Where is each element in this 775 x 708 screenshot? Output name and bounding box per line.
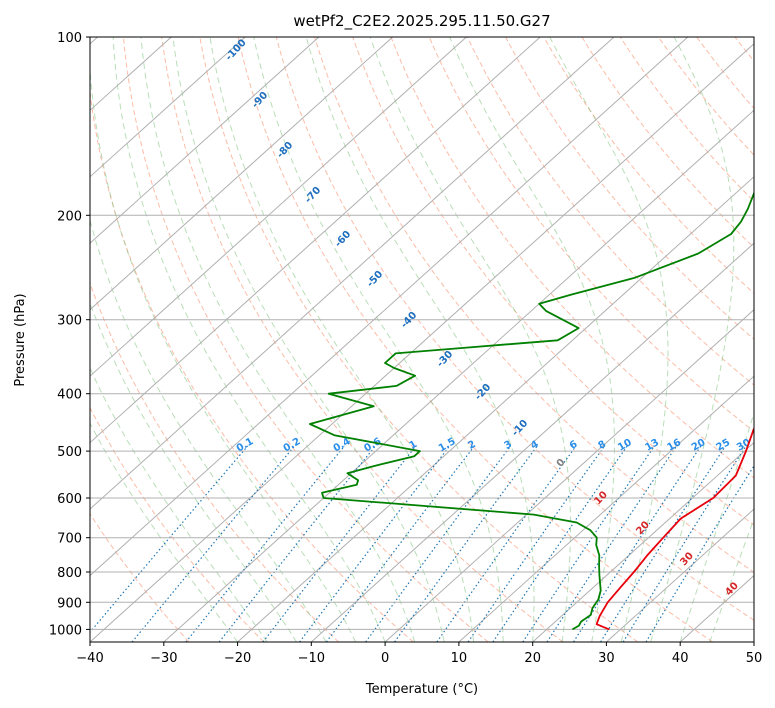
moist-adiabat-line (549, 37, 669, 642)
moist-adiabat-line (305, 37, 535, 642)
dry-adiabat-line (199, 37, 639, 642)
mixing-ratio-label: 6 (568, 439, 580, 452)
dry-adiabat-line (90, 88, 414, 642)
isotherm-line (90, 37, 394, 311)
mixing-ratio-line (131, 445, 296, 642)
moist-adiabat-line (112, 37, 386, 642)
y-tick-label: 500 (57, 445, 82, 460)
isotherm-line (90, 37, 467, 377)
isotherm-line (90, 37, 541, 444)
mixing-ratio-line (546, 445, 678, 642)
dry-adiabat-line (352, 37, 754, 526)
mixing-ratio-line (572, 445, 702, 642)
isotherm-line (163, 109, 754, 642)
isotherm-line (384, 309, 754, 642)
isotherm-line (310, 242, 754, 642)
temperature-profile-line (595, 426, 754, 631)
x-tick-label: 0 (381, 651, 389, 666)
moist-adiabat-line (90, 64, 357, 642)
mixing-ratio-line (522, 445, 656, 642)
y-tick-label: 700 (57, 532, 82, 547)
isotherm-line (90, 37, 320, 244)
axes: −40 −30 −20 −10 0 10 20 30 40 50 100 200 300 400 500 60… (49, 31, 762, 666)
moist-adiabat-line (172, 37, 445, 642)
y-tick-label: 1000 (49, 623, 82, 638)
mixing-ratio-line (299, 445, 451, 642)
moist-adiabat-line (253, 37, 504, 642)
x-tick-label: −30 (150, 651, 177, 666)
moist-adiabat-line (90, 366, 268, 642)
isotherm-line (532, 441, 754, 642)
isotherm-line (90, 37, 689, 577)
y-tick-label: 100 (57, 31, 82, 46)
dry-adiabat-line (90, 281, 339, 642)
isotherm-line (90, 37, 246, 178)
x-tick-label: 40 (672, 651, 689, 666)
moist-adiabat-line (650, 37, 735, 642)
dry-adiabat-line (619, 37, 754, 203)
y-tick-label: 400 (57, 388, 82, 403)
dry-adiabat-line (428, 37, 754, 432)
y-tick-label: 300 (57, 314, 82, 329)
chart-title: wetPf2_C2E2.2025.295.11.50.G27 (293, 12, 550, 31)
y-tick-label: 600 (57, 492, 82, 507)
x-axis-label: Temperature (°C) (365, 682, 478, 697)
isotherm-line (90, 43, 754, 642)
y-tick-label: 800 (57, 566, 82, 581)
dry-adiabat-line (161, 37, 564, 642)
dry-adiabat-line (123, 37, 489, 642)
moist-adiabat-line (679, 411, 754, 642)
x-tick-label: −20 (224, 651, 251, 666)
plot-frame (89, 36, 755, 643)
moist-adiabat-line (709, 517, 754, 642)
x-tick-label: −10 (298, 651, 325, 666)
moist-adiabat-line (90, 422, 238, 642)
dry-adiabat-line (390, 37, 754, 479)
mixing-ratio-line (90, 445, 249, 634)
mixing-ratio-label: 1 (408, 439, 420, 452)
x-tick-label: 50 (746, 651, 763, 666)
dry-adiabat-line (314, 37, 754, 573)
mixing-ratio-label: 3 (502, 439, 514, 452)
mixing-ratio-label: 8 (596, 439, 608, 452)
isotherm-line (458, 375, 754, 642)
moist-adiabat-line (90, 218, 327, 642)
mixing-ratio-line (394, 445, 538, 642)
x-tick-label: 10 (451, 651, 468, 666)
mixing-ratio-line (365, 445, 512, 642)
dry-adiabat-line (466, 37, 754, 386)
y-axis-label: Pressure (hPa) (13, 293, 28, 386)
moist-adiabat-line (369, 37, 571, 642)
isotherm-line (237, 176, 754, 642)
dewpoint-profile-line (309, 190, 754, 631)
y-tick-label: 900 (57, 596, 82, 611)
mixing-ratio-line (622, 445, 747, 642)
y-tick-label: 200 (57, 209, 82, 224)
dry-adiabat-line (275, 37, 754, 621)
mixing-ratio-line (218, 445, 376, 642)
mixing-ratio-label: 4 (529, 439, 541, 452)
moist-adiabat-line (90, 301, 298, 642)
isotherm-line (90, 37, 615, 510)
moist-adiabat-line (449, 37, 616, 642)
x-tick-label: 20 (524, 651, 541, 666)
x-tick-label: 30 (598, 651, 615, 666)
mixing-ratio-line (262, 445, 417, 642)
profile-lines (309, 190, 754, 631)
x-tick-label: −40 (76, 651, 103, 666)
mixing-ratio-line (325, 445, 475, 642)
dry-adiabat-line (581, 37, 754, 249)
mixing-ratio-label: 2 (466, 439, 478, 452)
moist-adiabat-line (209, 37, 475, 642)
isotherm-line (606, 508, 754, 642)
background-lines (90, 37, 754, 642)
dry-adiabat-line (237, 37, 713, 642)
dry-adiabat-line (90, 512, 190, 642)
mixing-ratio-line (436, 445, 577, 642)
dry-adiabat-line (543, 37, 754, 295)
mixing-ratio-line (600, 445, 727, 642)
